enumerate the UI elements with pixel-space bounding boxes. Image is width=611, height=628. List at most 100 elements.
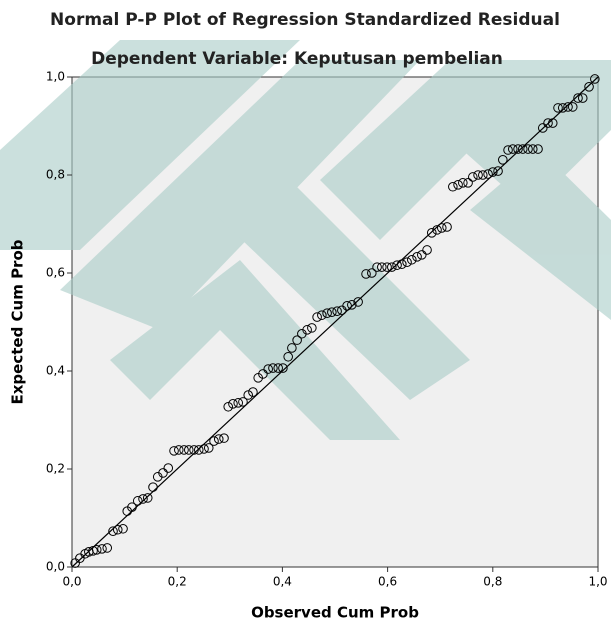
point bbox=[233, 398, 244, 408]
point bbox=[169, 446, 179, 456]
point bbox=[228, 399, 238, 409]
point bbox=[493, 166, 503, 176]
point bbox=[263, 364, 273, 374]
point bbox=[353, 297, 363, 307]
point bbox=[547, 118, 558, 128]
point bbox=[108, 526, 118, 537]
point bbox=[563, 102, 573, 112]
point bbox=[317, 310, 327, 320]
point bbox=[387, 262, 397, 272]
point bbox=[302, 325, 312, 335]
point bbox=[543, 118, 553, 128]
point bbox=[488, 167, 498, 177]
point bbox=[557, 103, 568, 113]
point bbox=[382, 262, 392, 272]
point bbox=[367, 268, 377, 278]
point bbox=[97, 544, 107, 554]
point bbox=[307, 323, 317, 333]
point bbox=[102, 543, 113, 553]
point bbox=[283, 351, 293, 362]
point bbox=[332, 306, 342, 317]
point bbox=[292, 335, 302, 345]
point bbox=[497, 155, 508, 165]
chart-title: Normal P-P Plot of Regression Standardiz… bbox=[50, 10, 560, 30]
point bbox=[523, 144, 533, 154]
y-tick-label: 0,2 bbox=[46, 462, 65, 476]
point bbox=[406, 254, 417, 265]
point bbox=[416, 250, 427, 260]
point bbox=[503, 145, 513, 155]
point bbox=[458, 178, 468, 188]
reference-line bbox=[71, 76, 599, 568]
point bbox=[573, 93, 583, 103]
point bbox=[584, 82, 594, 92]
point bbox=[219, 433, 229, 443]
x-tick-label: 1,0 bbox=[588, 575, 607, 589]
point bbox=[173, 445, 184, 455]
y-axis-label: Expected Cum Prob bbox=[9, 239, 27, 404]
point bbox=[483, 169, 493, 179]
point bbox=[426, 228, 437, 238]
point bbox=[179, 445, 189, 455]
point bbox=[436, 223, 447, 233]
point bbox=[273, 363, 283, 373]
point bbox=[163, 463, 174, 473]
point bbox=[392, 260, 402, 270]
point bbox=[567, 102, 578, 112]
y-tick-label: 1,0 bbox=[46, 70, 65, 84]
point bbox=[473, 170, 483, 180]
point bbox=[361, 269, 371, 279]
x-tick-label: 0,6 bbox=[378, 575, 397, 589]
point bbox=[312, 312, 322, 322]
chart-subtitle: Dependent Variable: Keputusan pembelian bbox=[91, 49, 503, 69]
point bbox=[287, 343, 297, 353]
point bbox=[158, 468, 168, 478]
point bbox=[112, 524, 123, 535]
point bbox=[148, 482, 158, 492]
point bbox=[248, 387, 258, 397]
point bbox=[432, 225, 442, 235]
y-tick-label: 0,4 bbox=[46, 364, 65, 378]
point bbox=[238, 397, 248, 407]
point bbox=[513, 144, 523, 154]
point bbox=[91, 545, 102, 555]
point bbox=[203, 443, 214, 453]
x-tick-label: 0,8 bbox=[483, 575, 502, 589]
y-tick-label: 0,8 bbox=[46, 168, 65, 182]
point bbox=[342, 301, 352, 311]
point bbox=[442, 222, 452, 232]
point bbox=[88, 546, 98, 556]
point bbox=[193, 445, 204, 455]
point bbox=[422, 245, 432, 255]
point bbox=[213, 434, 224, 444]
point bbox=[448, 181, 458, 192]
watermark bbox=[0, 40, 611, 440]
point bbox=[268, 363, 278, 373]
point bbox=[412, 252, 422, 262]
point bbox=[463, 178, 473, 188]
point bbox=[327, 307, 337, 318]
point bbox=[243, 390, 254, 400]
point bbox=[577, 93, 588, 103]
point bbox=[533, 144, 543, 154]
point bbox=[189, 445, 199, 455]
point bbox=[132, 496, 143, 506]
point bbox=[468, 172, 478, 182]
x-tick-label: 0,0 bbox=[62, 575, 81, 589]
x-axis-label: Observed Cum Prob bbox=[251, 604, 419, 622]
point bbox=[517, 144, 528, 154]
point bbox=[127, 502, 137, 513]
point bbox=[118, 523, 128, 534]
point bbox=[258, 369, 268, 379]
point bbox=[138, 494, 148, 504]
point bbox=[142, 493, 153, 503]
point bbox=[372, 262, 382, 272]
point bbox=[590, 74, 600, 84]
point bbox=[199, 444, 209, 454]
y-tick-label: 0,6 bbox=[46, 266, 65, 280]
x-tick-label: 0,2 bbox=[168, 575, 187, 589]
point bbox=[278, 363, 288, 373]
point bbox=[507, 144, 518, 154]
point bbox=[402, 257, 412, 268]
